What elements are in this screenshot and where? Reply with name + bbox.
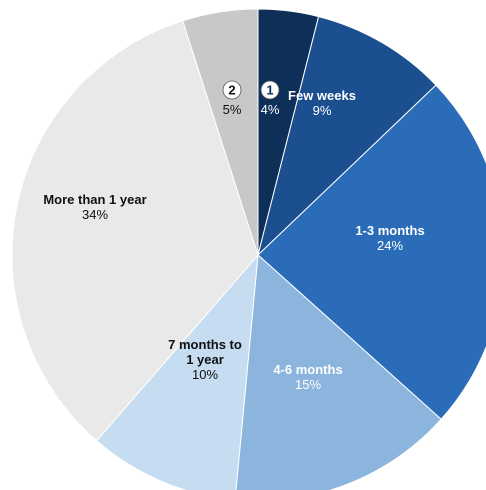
slice-label: 4-6 months 15% [273,362,342,392]
slice-label: More than 1 year 34% [43,192,146,222]
slice-name: Few weeks [288,88,356,103]
pie-slice [235,253,442,490]
slice-label: Few weeks 9% [288,88,356,118]
pie-slice [11,20,259,442]
slice-percent: 5% [223,102,242,117]
slice-name: 7 months to [168,337,242,352]
slice-name: 1 year [186,352,224,367]
pie-slice [182,8,259,256]
slice-percent: 4% [261,102,280,117]
slice-name: 4-6 months [273,362,342,377]
slice-percent: 9% [313,103,332,118]
slice-label: 5% [223,102,242,117]
slice-name: 1-3 months [355,223,424,238]
slice-percent: 24% [377,238,403,253]
pie-slice [257,15,437,257]
pie-slice [95,253,259,490]
slice-percent: 10% [192,367,218,382]
slice-name: More than 1 year [43,192,146,207]
slice-label: 7 months to 1 year 10% [168,337,242,382]
slice-badge-number: 1 [266,83,273,98]
slice-badge [222,80,242,100]
slice-percent: 15% [295,377,321,392]
slice-label: 1-3 months 24% [355,223,424,253]
slice-badge-number: 2 [228,83,235,98]
pie-slice [257,84,486,420]
slice-badge [260,80,280,100]
slice-percent: 34% [82,207,108,222]
slice-label: 4% [261,102,280,117]
